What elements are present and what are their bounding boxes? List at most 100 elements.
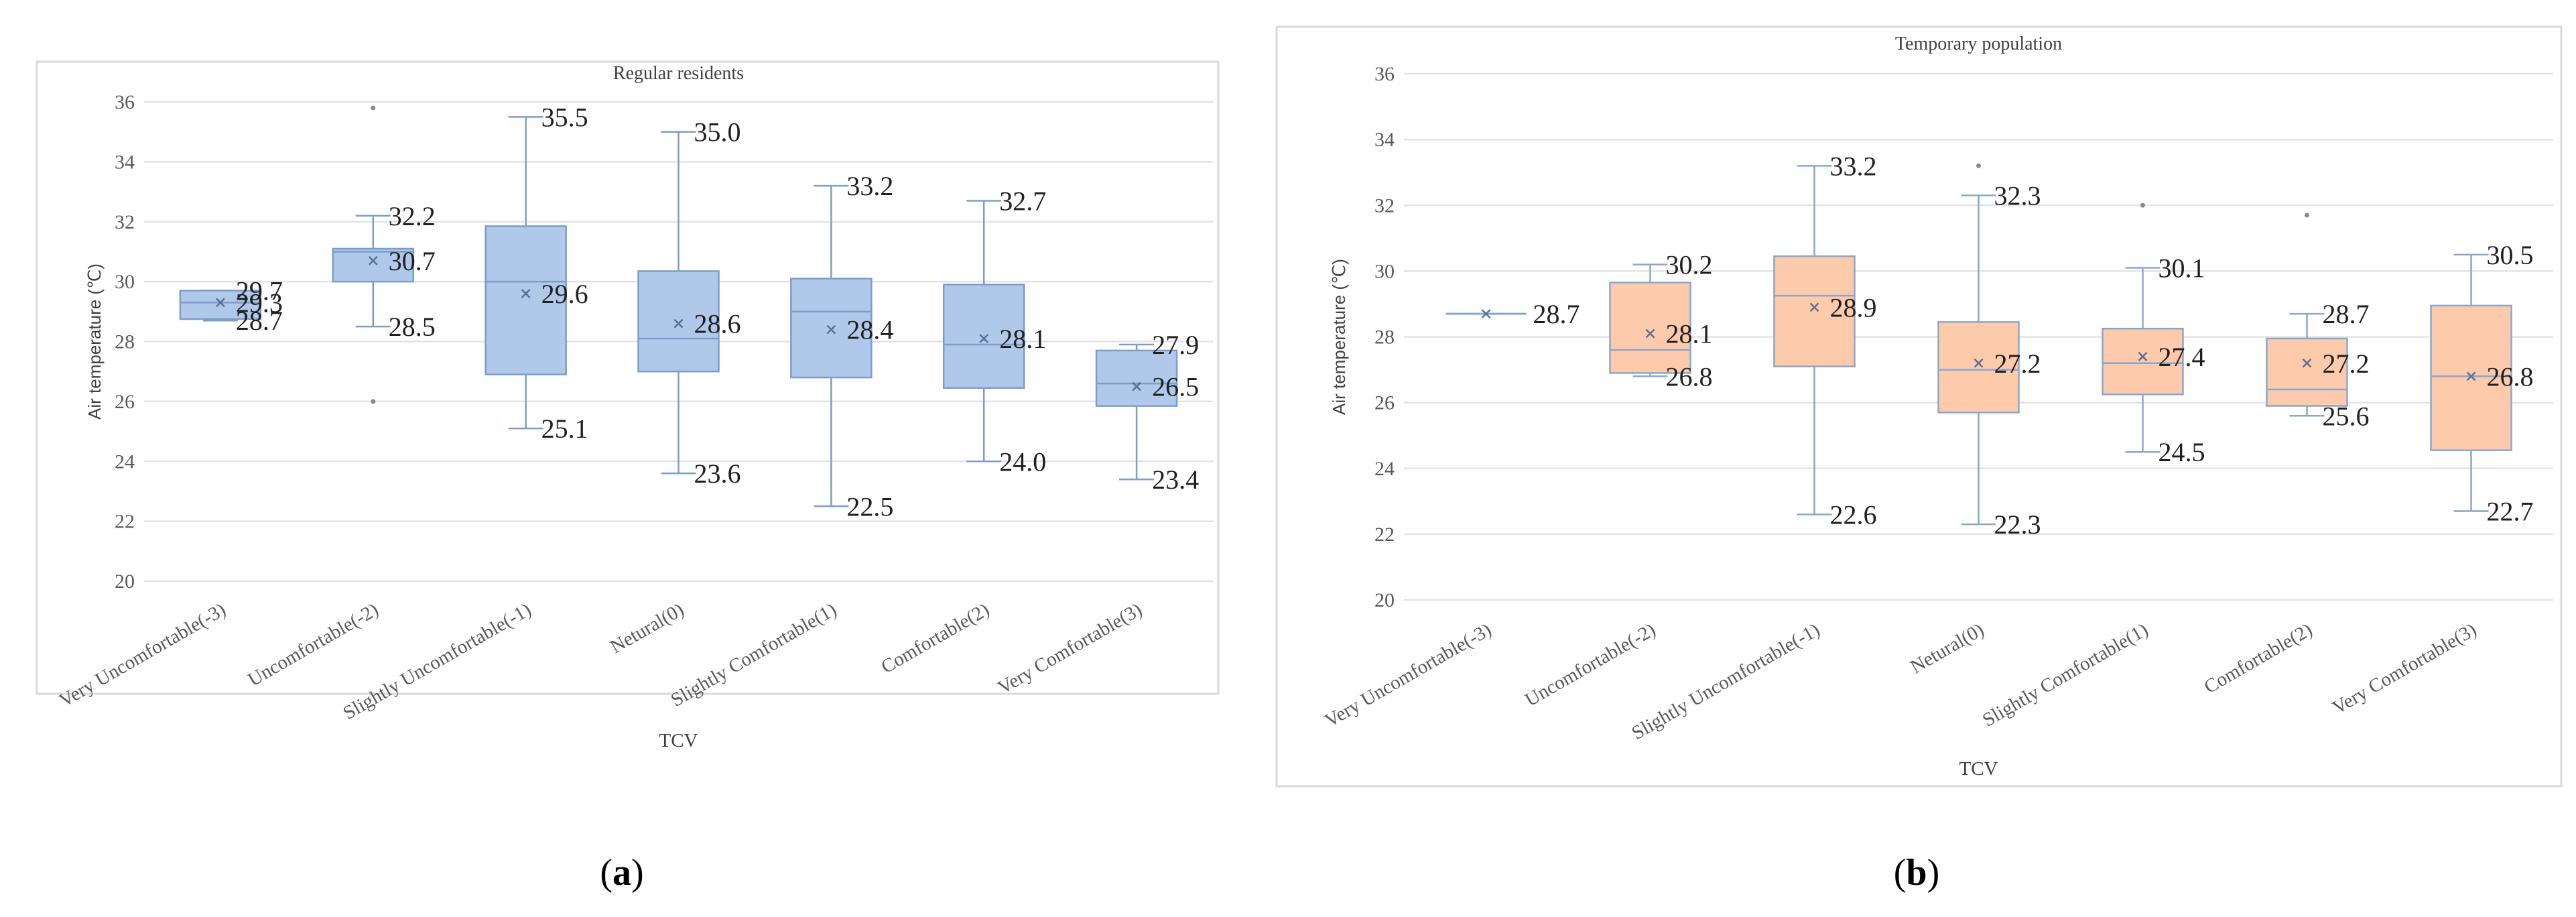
chart-title: Temporary population <box>1895 34 2062 54</box>
data-label: 32.3 <box>1994 181 2041 211</box>
mean-marker <box>1481 309 1491 319</box>
mean-marker <box>1974 358 1984 368</box>
data-label: 30.1 <box>2159 253 2205 283</box>
data-label: 26.8 <box>2487 361 2534 391</box>
mean-marker <box>521 289 531 298</box>
data-label: 22.7 <box>2487 497 2534 527</box>
data-label: 28.6 <box>694 309 741 339</box>
box-uncomfortable-2: 30.2 28.1 26.8 <box>1609 250 1713 391</box>
y-tick-label: 34 <box>1374 129 1395 151</box>
x-axis-title: TCV <box>659 730 698 751</box>
box-very-comfortable-3: 30.5 26.8 22.7 <box>2430 240 2534 527</box>
box-netural-0: 32.3 27.2 22.3 <box>1937 163 2041 540</box>
box-body <box>2266 337 2348 407</box>
box-body <box>942 284 1025 389</box>
data-label: 29.7 <box>236 276 283 306</box>
data-label: 32.7 <box>999 186 1046 216</box>
data-label: 30.7 <box>389 246 436 276</box>
y-tick-label: 32 <box>115 211 135 233</box>
data-label: 28.1 <box>999 324 1046 354</box>
box-body <box>2430 304 2512 452</box>
box-body <box>637 270 720 373</box>
data-label: 23.6 <box>694 458 741 489</box>
box-body <box>790 278 873 379</box>
y-axis-title: Air temperature (℃) <box>84 263 105 420</box>
data-label: 22.3 <box>1994 509 2041 540</box>
y-tick-label: 26 <box>115 391 135 413</box>
data-label: 30.5 <box>2487 240 2534 270</box>
data-label: 27.2 <box>1994 349 2041 379</box>
y-tick-label: 28 <box>1374 326 1395 349</box>
outlier-point <box>2305 212 2309 218</box>
data-label: 28.7 <box>2323 299 2370 329</box>
mean-marker <box>2138 352 2148 361</box>
box-slightly-comfortable-1: 33.2 28.4 22.5 <box>790 171 893 522</box>
y-tick-label: 36 <box>1374 63 1395 85</box>
box-body <box>332 247 415 283</box>
chart-title: Regular residents <box>613 63 744 84</box>
mean-marker <box>1132 381 1141 391</box>
y-tick-label: 24 <box>115 450 135 473</box>
data-label: 25.1 <box>541 414 588 444</box>
mean-marker <box>979 334 989 343</box>
data-label: 28.1 <box>1666 319 1713 349</box>
outlier-point <box>2140 202 2145 208</box>
data-label: 33.2 <box>846 171 893 201</box>
box-slightly-comfortable-1: 30.1 27.4 24.5 <box>2102 202 2205 467</box>
data-label: 29.6 <box>541 279 588 309</box>
y-tick-label: 34 <box>115 151 135 173</box>
data-label: 23.4 <box>1152 465 1199 495</box>
y-tick-label: 36 <box>115 91 135 113</box>
data-label: 27.4 <box>2159 342 2205 372</box>
data-label: 28.7 <box>1533 299 1580 329</box>
data-label: 29.3 <box>236 288 283 318</box>
y-tick-label: 20 <box>1374 589 1395 611</box>
data-label: 27.2 <box>2323 349 2370 379</box>
y-tick-label: 26 <box>1374 392 1395 414</box>
box-netural-0: 35.0 28.6 23.6 <box>637 117 741 489</box>
mean-marker <box>368 255 378 265</box>
mean-marker <box>2302 358 2312 368</box>
data-label: 35.5 <box>541 102 588 132</box>
mean-marker <box>1809 302 1819 312</box>
data-label: 26.5 <box>1152 372 1199 402</box>
box-body <box>1937 321 2020 414</box>
box-body <box>2102 327 2184 395</box>
y-axis-title: Air temperature (℃) <box>1329 259 1349 415</box>
box-body <box>1609 282 1691 374</box>
x-axis-title: TCV <box>1959 758 1998 780</box>
mean-marker <box>216 298 225 308</box>
panel-b-temporary-population: 20 22 24 26 28 30 32 34 36 Temporary population Ai… <box>1275 25 2563 894</box>
y-tick-label: 30 <box>1374 260 1395 282</box>
data-label: 28.5 <box>389 312 436 342</box>
data-label: 35.0 <box>694 117 741 147</box>
data-label: 24.0 <box>999 446 1046 477</box>
box-comfortable-2: 32.7 28.1 24.0 <box>942 186 1046 477</box>
panel-caption: (b) <box>1894 852 1939 894</box>
y-tick-label: 24 <box>1374 458 1395 480</box>
data-label: 28.7 <box>236 306 283 336</box>
box-body <box>1095 349 1178 407</box>
box-slightly-uncomfortable-1: 33.2 28.9 22.6 <box>1773 151 1877 530</box>
mean-marker <box>826 324 836 334</box>
box-slightly-uncomfortable-1: 35.5 29.6 25.1 <box>485 102 588 444</box>
y-tick-label: 28 <box>115 331 135 353</box>
data-label: 28.9 <box>1830 292 1877 322</box>
mean-marker <box>2466 371 2476 381</box>
outlier-point <box>371 105 376 111</box>
data-label: 26.8 <box>1666 361 1713 391</box>
panel-frame <box>36 60 1220 695</box>
y-tick-label: 32 <box>1374 194 1395 217</box>
data-label: 27.9 <box>1152 330 1199 360</box>
box-very-uncomfortable-3: 28.7 <box>1445 299 1580 329</box>
data-label: 22.6 <box>1830 499 1877 530</box>
mean-marker <box>1645 328 1655 339</box>
data-label: 22.5 <box>846 491 893 522</box>
box-body <box>179 290 262 320</box>
box-very-uncomfortable-3: 29.729.328.7 <box>179 276 283 336</box>
outlier-point <box>1976 163 1981 168</box>
data-label: 25.6 <box>2323 401 2370 431</box>
outlier-point <box>371 399 376 404</box>
data-label: 32.2 <box>389 201 436 231</box>
